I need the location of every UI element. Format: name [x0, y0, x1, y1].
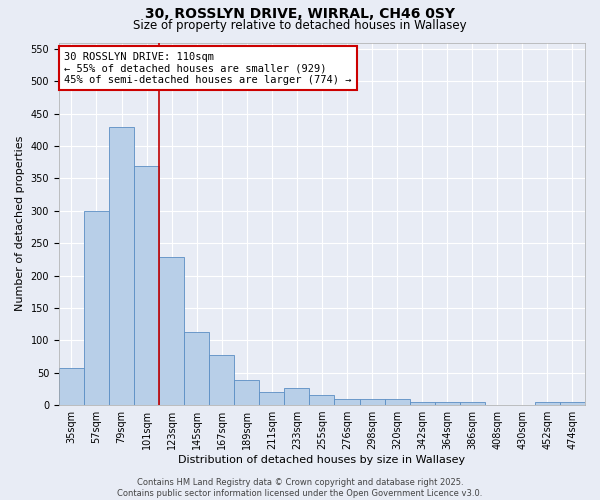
- Text: Contains HM Land Registry data © Crown copyright and database right 2025.
Contai: Contains HM Land Registry data © Crown c…: [118, 478, 482, 498]
- Bar: [460, 402, 485, 405]
- Bar: [159, 258, 184, 405]
- Bar: [184, 332, 209, 405]
- Bar: [109, 126, 134, 405]
- Bar: [209, 354, 234, 405]
- Bar: [234, 380, 259, 405]
- Bar: [59, 368, 84, 405]
- Bar: [310, 396, 334, 405]
- Bar: [434, 402, 460, 405]
- Bar: [134, 166, 159, 405]
- Bar: [560, 402, 585, 405]
- Bar: [84, 211, 109, 405]
- Bar: [334, 398, 359, 405]
- Text: 30 ROSSLYN DRIVE: 110sqm
← 55% of detached houses are smaller (929)
45% of semi-: 30 ROSSLYN DRIVE: 110sqm ← 55% of detach…: [64, 52, 352, 85]
- Bar: [284, 388, 310, 405]
- X-axis label: Distribution of detached houses by size in Wallasey: Distribution of detached houses by size …: [178, 455, 466, 465]
- Bar: [359, 398, 385, 405]
- Bar: [410, 402, 434, 405]
- Text: 30, ROSSLYN DRIVE, WIRRAL, CH46 0SY: 30, ROSSLYN DRIVE, WIRRAL, CH46 0SY: [145, 8, 455, 22]
- Bar: [259, 392, 284, 405]
- Bar: [535, 402, 560, 405]
- Y-axis label: Number of detached properties: Number of detached properties: [15, 136, 25, 312]
- Text: Size of property relative to detached houses in Wallasey: Size of property relative to detached ho…: [133, 19, 467, 32]
- Bar: [385, 400, 410, 405]
